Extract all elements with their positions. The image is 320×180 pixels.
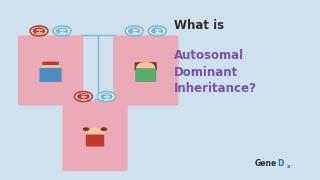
Circle shape (128, 27, 140, 35)
Circle shape (77, 93, 90, 100)
Circle shape (125, 26, 143, 36)
Circle shape (136, 62, 155, 73)
Text: Autosomal
Dominant
Inheritance?: Autosomal Dominant Inheritance? (174, 49, 257, 95)
FancyBboxPatch shape (18, 35, 83, 106)
Circle shape (56, 27, 68, 35)
FancyBboxPatch shape (39, 68, 62, 82)
FancyBboxPatch shape (135, 68, 156, 82)
FancyBboxPatch shape (113, 35, 178, 106)
Circle shape (30, 26, 48, 36)
Circle shape (53, 26, 71, 36)
Circle shape (85, 128, 105, 138)
Circle shape (151, 27, 164, 35)
Circle shape (41, 62, 60, 73)
FancyBboxPatch shape (42, 62, 59, 65)
Circle shape (100, 93, 113, 100)
Text: Gene: Gene (255, 159, 277, 168)
Text: What is: What is (174, 19, 224, 32)
Circle shape (83, 127, 89, 131)
FancyBboxPatch shape (135, 62, 157, 71)
Circle shape (98, 92, 116, 102)
Text: D: D (277, 159, 284, 168)
FancyBboxPatch shape (86, 134, 104, 147)
FancyBboxPatch shape (62, 101, 128, 171)
Circle shape (33, 27, 45, 35)
Text: x: x (287, 164, 290, 169)
Circle shape (148, 26, 166, 36)
Circle shape (75, 92, 92, 102)
Circle shape (100, 127, 107, 131)
